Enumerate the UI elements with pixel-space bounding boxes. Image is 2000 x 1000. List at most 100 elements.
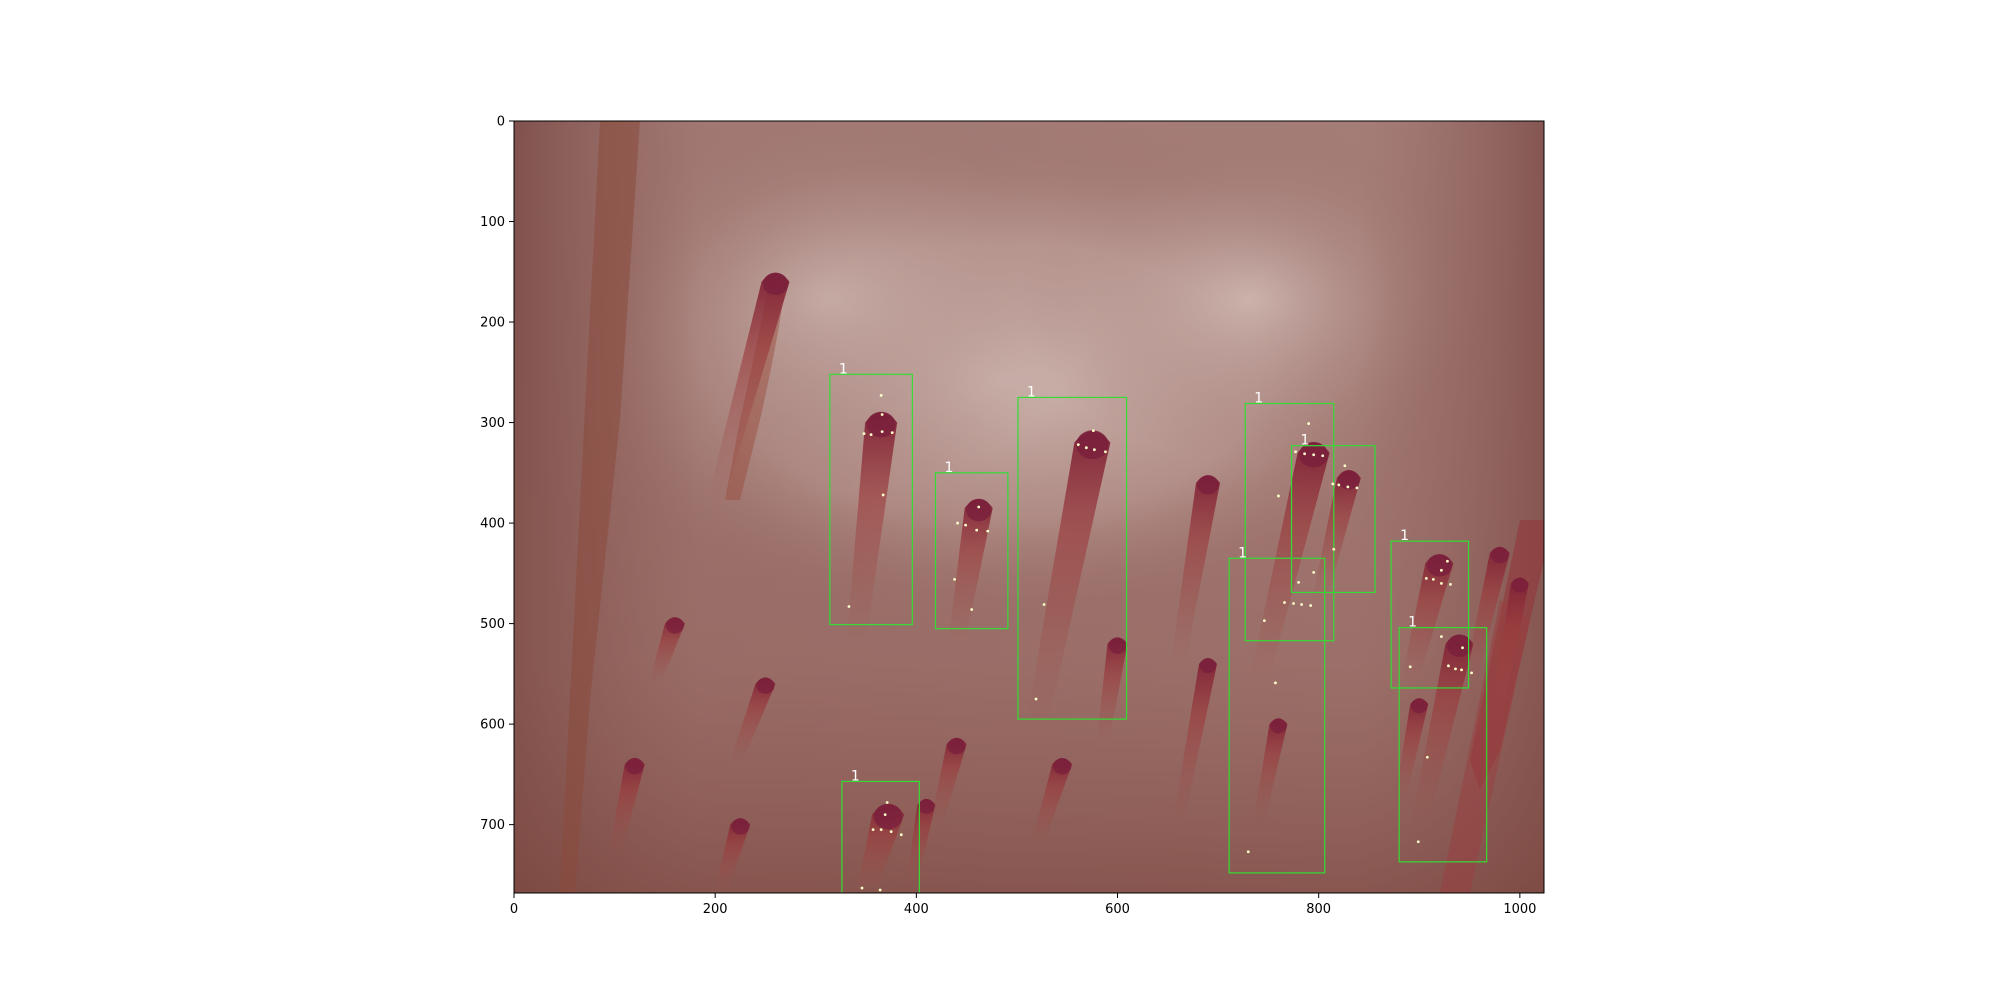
keypoint: [862, 432, 866, 436]
keypoint: [1076, 443, 1080, 447]
capillary-tip: [625, 758, 644, 775]
detection-box: [934, 472, 1009, 630]
keypoint: [1425, 755, 1429, 759]
keypoint: [883, 813, 887, 816]
keypoint: [880, 430, 884, 434]
x-tick-label: 1000: [1503, 902, 1536, 917]
keypoint: [881, 493, 885, 497]
capillary-tip: [866, 411, 896, 438]
capillary-tip: [1197, 475, 1219, 495]
capillary-tip: [1490, 547, 1509, 564]
keypoint: [1440, 635, 1443, 639]
capillary-loop: [648, 617, 685, 684]
detection-box-label: 1: [851, 768, 860, 784]
keypoint: [1440, 581, 1443, 585]
keypoint: [879, 828, 883, 832]
capillary-tip: [947, 738, 966, 755]
keypoint: [1303, 452, 1307, 456]
keypoint: [1431, 577, 1435, 581]
keypoint: [1309, 604, 1313, 607]
capillary-tip: [1076, 430, 1109, 460]
capillary-tip: [873, 803, 903, 830]
keypoint: [1331, 482, 1335, 486]
capillary-loop: [1252, 718, 1288, 825]
x-tick-label: 800: [1306, 902, 1331, 917]
keypoint: [1460, 668, 1463, 672]
keypoint: [1104, 450, 1107, 454]
keypoint: [977, 505, 981, 509]
keypoint: [970, 608, 974, 611]
keypoint: [964, 523, 968, 527]
capillary-loop: [1026, 430, 1111, 725]
x-axis: 0 200 400 600 800 1000: [510, 893, 1536, 917]
detection-box: [1290, 445, 1376, 594]
y-tick-label: 500: [480, 617, 505, 632]
keypoint: [1092, 448, 1096, 452]
keypoint: [1246, 850, 1250, 854]
capillary-loop: [905, 798, 936, 885]
capillary-tip: [1511, 578, 1528, 593]
capillary-tip: [1446, 634, 1473, 657]
capillary-tip: [756, 677, 775, 694]
capillary-loop: [1172, 657, 1218, 825]
keypoint: [1337, 483, 1341, 487]
detection-box-label: 1: [944, 460, 953, 476]
keypoint: [1447, 664, 1450, 668]
detection-box: [829, 373, 913, 626]
detection-box: [1017, 396, 1128, 720]
keypoint: [975, 528, 979, 532]
keypoint: [871, 828, 875, 832]
capillary-loop: [608, 757, 645, 855]
keypoint: [1091, 429, 1095, 433]
keypoint: [1300, 603, 1303, 606]
capillary-tip: [1338, 470, 1360, 490]
keypoint: [890, 431, 894, 435]
keypoint: [1312, 453, 1316, 457]
keypoint: [878, 888, 882, 892]
capillary-tip: [731, 818, 750, 835]
keypoint: [1449, 583, 1452, 586]
keypoint: [1042, 603, 1046, 606]
x-tick-label: 0: [510, 902, 518, 917]
keypoint: [1312, 570, 1316, 574]
y-tick-label: 600: [480, 718, 505, 733]
capillary-tip: [1199, 658, 1217, 674]
detection-box-label: 1: [1408, 615, 1417, 631]
keypoint: [1283, 601, 1286, 604]
keypoint: [953, 577, 956, 581]
keypoint: [860, 886, 864, 890]
capillary-loop: [706, 272, 790, 503]
keypoint: [1274, 681, 1277, 685]
capillary-tip: [1053, 758, 1072, 775]
x-tick-label: 600: [1105, 902, 1130, 917]
detection-box: [1228, 557, 1326, 874]
detection-box-label: 1: [839, 361, 848, 377]
capillary-loop: [948, 498, 993, 644]
keypoint: [1343, 464, 1347, 468]
capillary-loop: [729, 677, 776, 765]
keypoint: [1084, 446, 1088, 450]
keypoint: [986, 529, 990, 533]
detection-box: [1244, 402, 1335, 642]
detection-box-label: 1: [1027, 384, 1036, 400]
keypoint: [1355, 486, 1359, 490]
capillary-loop: [1031, 757, 1073, 845]
microscopy-image: [514, 121, 1544, 893]
keypoint: [880, 413, 884, 416]
detection-box-label: 1: [1254, 390, 1263, 406]
keypoint: [1292, 602, 1295, 605]
y-axis: 0 100 200 300 400 500 600 700: [480, 115, 514, 833]
capillary-tip: [966, 498, 992, 522]
x-tick-label: 200: [703, 902, 728, 917]
keypoint: [869, 433, 873, 437]
keypoint: [879, 394, 883, 397]
detection-box: [841, 780, 920, 893]
keypoint: [1307, 422, 1311, 425]
keypoint: [1294, 450, 1297, 454]
capillary-tip: [762, 272, 789, 296]
keypoint: [847, 605, 851, 608]
capillary-tip: [1411, 698, 1428, 714]
capillary-loop: [1463, 546, 1510, 684]
x-tick-label: 400: [904, 902, 929, 917]
keypoint: [1262, 619, 1266, 622]
